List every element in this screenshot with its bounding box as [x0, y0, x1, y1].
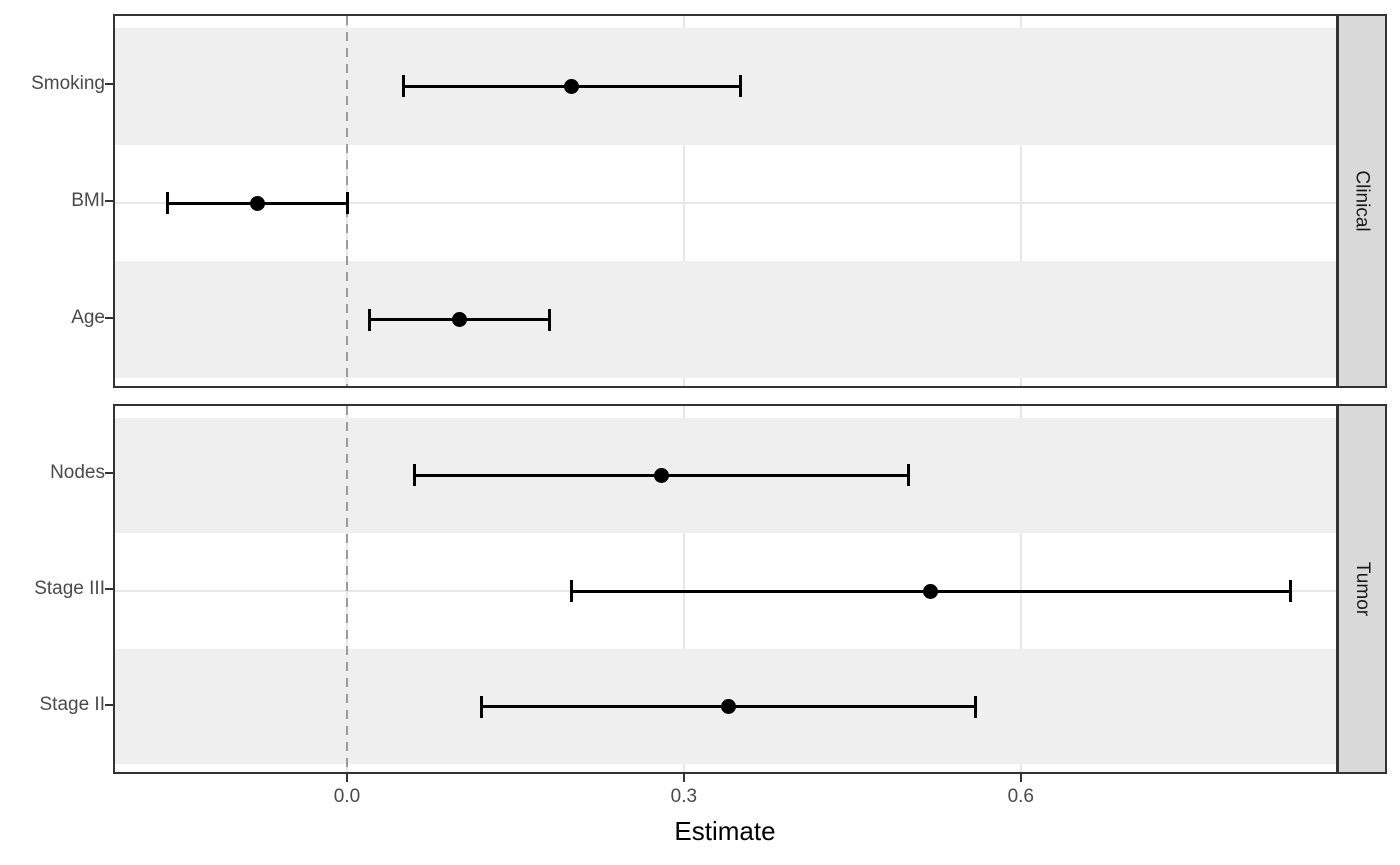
- point-estimate: [653, 467, 669, 483]
- facet-strip-tumor: Tumor: [1337, 404, 1387, 774]
- zero-reference-line: [346, 406, 348, 772]
- error-bar-cap-high: [907, 464, 910, 487]
- y-axis-tick: [105, 588, 113, 590]
- error-bar-cap-low: [412, 464, 416, 487]
- point-estimate: [923, 583, 939, 599]
- point-estimate: [249, 195, 265, 211]
- point-estimate: [721, 699, 737, 715]
- error-bar-cap-high: [547, 308, 551, 331]
- gridline-x: [682, 406, 685, 772]
- point-estimate: [451, 312, 467, 328]
- x-axis-title: Estimate: [674, 816, 776, 846]
- category-label: Stage III: [34, 578, 105, 599]
- x-axis-tick: [682, 774, 685, 782]
- error-bar-cap-low: [480, 695, 484, 718]
- error-bar-cap-high: [345, 192, 349, 214]
- error-bar-cap-low: [367, 308, 371, 331]
- x-axis-tick: [1019, 774, 1022, 782]
- x-axis-tick: [346, 774, 348, 782]
- gridline-x: [682, 16, 685, 386]
- x-tick-label: 0.3: [670, 786, 698, 807]
- row-stripe: [115, 261, 1336, 379]
- facet-strip-label: Tumor: [1352, 561, 1374, 617]
- point-estimate: [564, 78, 580, 94]
- x-tick-label: 0.6: [1007, 786, 1034, 807]
- category-label: Nodes: [50, 462, 105, 484]
- facet-strip-clinical: Clinical: [1337, 14, 1387, 388]
- category-label: Smoking: [31, 73, 105, 95]
- y-axis-tick: [105, 200, 113, 202]
- y-axis-tick: [105, 83, 113, 86]
- facet-panel-clinical: [113, 14, 1338, 388]
- x-tick-label: 0.0: [333, 786, 361, 807]
- gridline-x: [1019, 406, 1022, 772]
- category-label: Stage II: [39, 693, 106, 715]
- y-axis-tick: [105, 316, 113, 319]
- error-bar-cap-low: [165, 192, 169, 214]
- gridline-y: [115, 202, 1336, 204]
- y-axis-tick: [105, 472, 113, 475]
- category-label: Age: [71, 306, 105, 328]
- category-label: BMI: [71, 190, 105, 211]
- error-bar-cap-high: [738, 75, 742, 98]
- gridline-x: [1019, 16, 1022, 386]
- y-axis-tick: [105, 703, 113, 706]
- facet-strip-label: Clinical: [1352, 170, 1373, 232]
- error-bar-cap-high: [1288, 580, 1292, 602]
- facet-panel-tumor: [113, 404, 1338, 774]
- error-bar-cap-low: [401, 75, 405, 98]
- error-bar-cap-high: [974, 695, 978, 718]
- error-bar-cap-low: [570, 580, 574, 602]
